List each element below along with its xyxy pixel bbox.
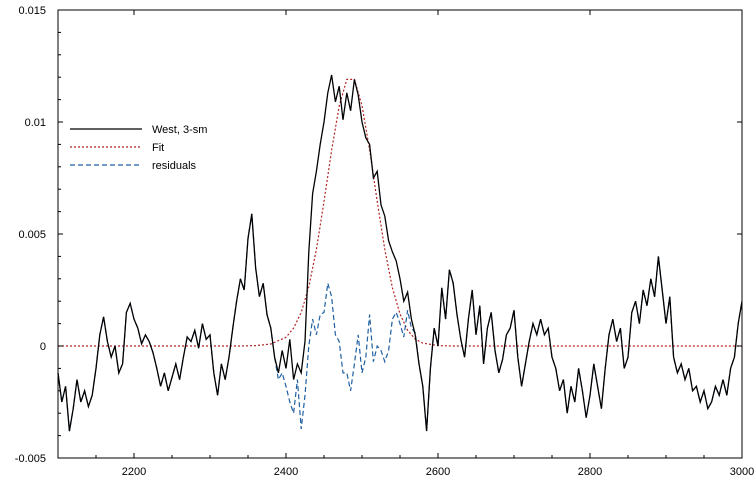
x-tick-label: 2800 <box>578 466 602 478</box>
y-axis: -0.005 0 0.005 0.01 0.015 <box>15 5 742 465</box>
x-tick-label: 2600 <box>426 466 450 478</box>
y-tick-label: 0.005 <box>18 229 46 241</box>
x-axis: 2200 2400 2600 2800 3000 <box>57 10 754 478</box>
y-tick-label: 0.01 <box>25 117 46 129</box>
x-tick-label: 2400 <box>274 466 298 478</box>
y-tick-label: 0 <box>40 341 46 353</box>
x-tick-label: 3000 <box>730 466 754 478</box>
legend: West, 3-sm Fit residuals <box>70 124 207 172</box>
series-layer <box>57 74 743 432</box>
x-tick-label: 2200 <box>122 466 146 478</box>
y-tick-label: 0.015 <box>18 5 46 17</box>
legend-label: West, 3-sm <box>152 124 207 136</box>
legend-label: Fit <box>152 142 164 154</box>
plot-frame <box>57 9 743 459</box>
legend-label: residuals <box>152 160 197 172</box>
series-line-west-3-sm <box>57 74 743 432</box>
series-line-fit <box>58 78 742 347</box>
plot-area <box>57 9 743 459</box>
y-tick-label: -0.005 <box>15 453 46 465</box>
